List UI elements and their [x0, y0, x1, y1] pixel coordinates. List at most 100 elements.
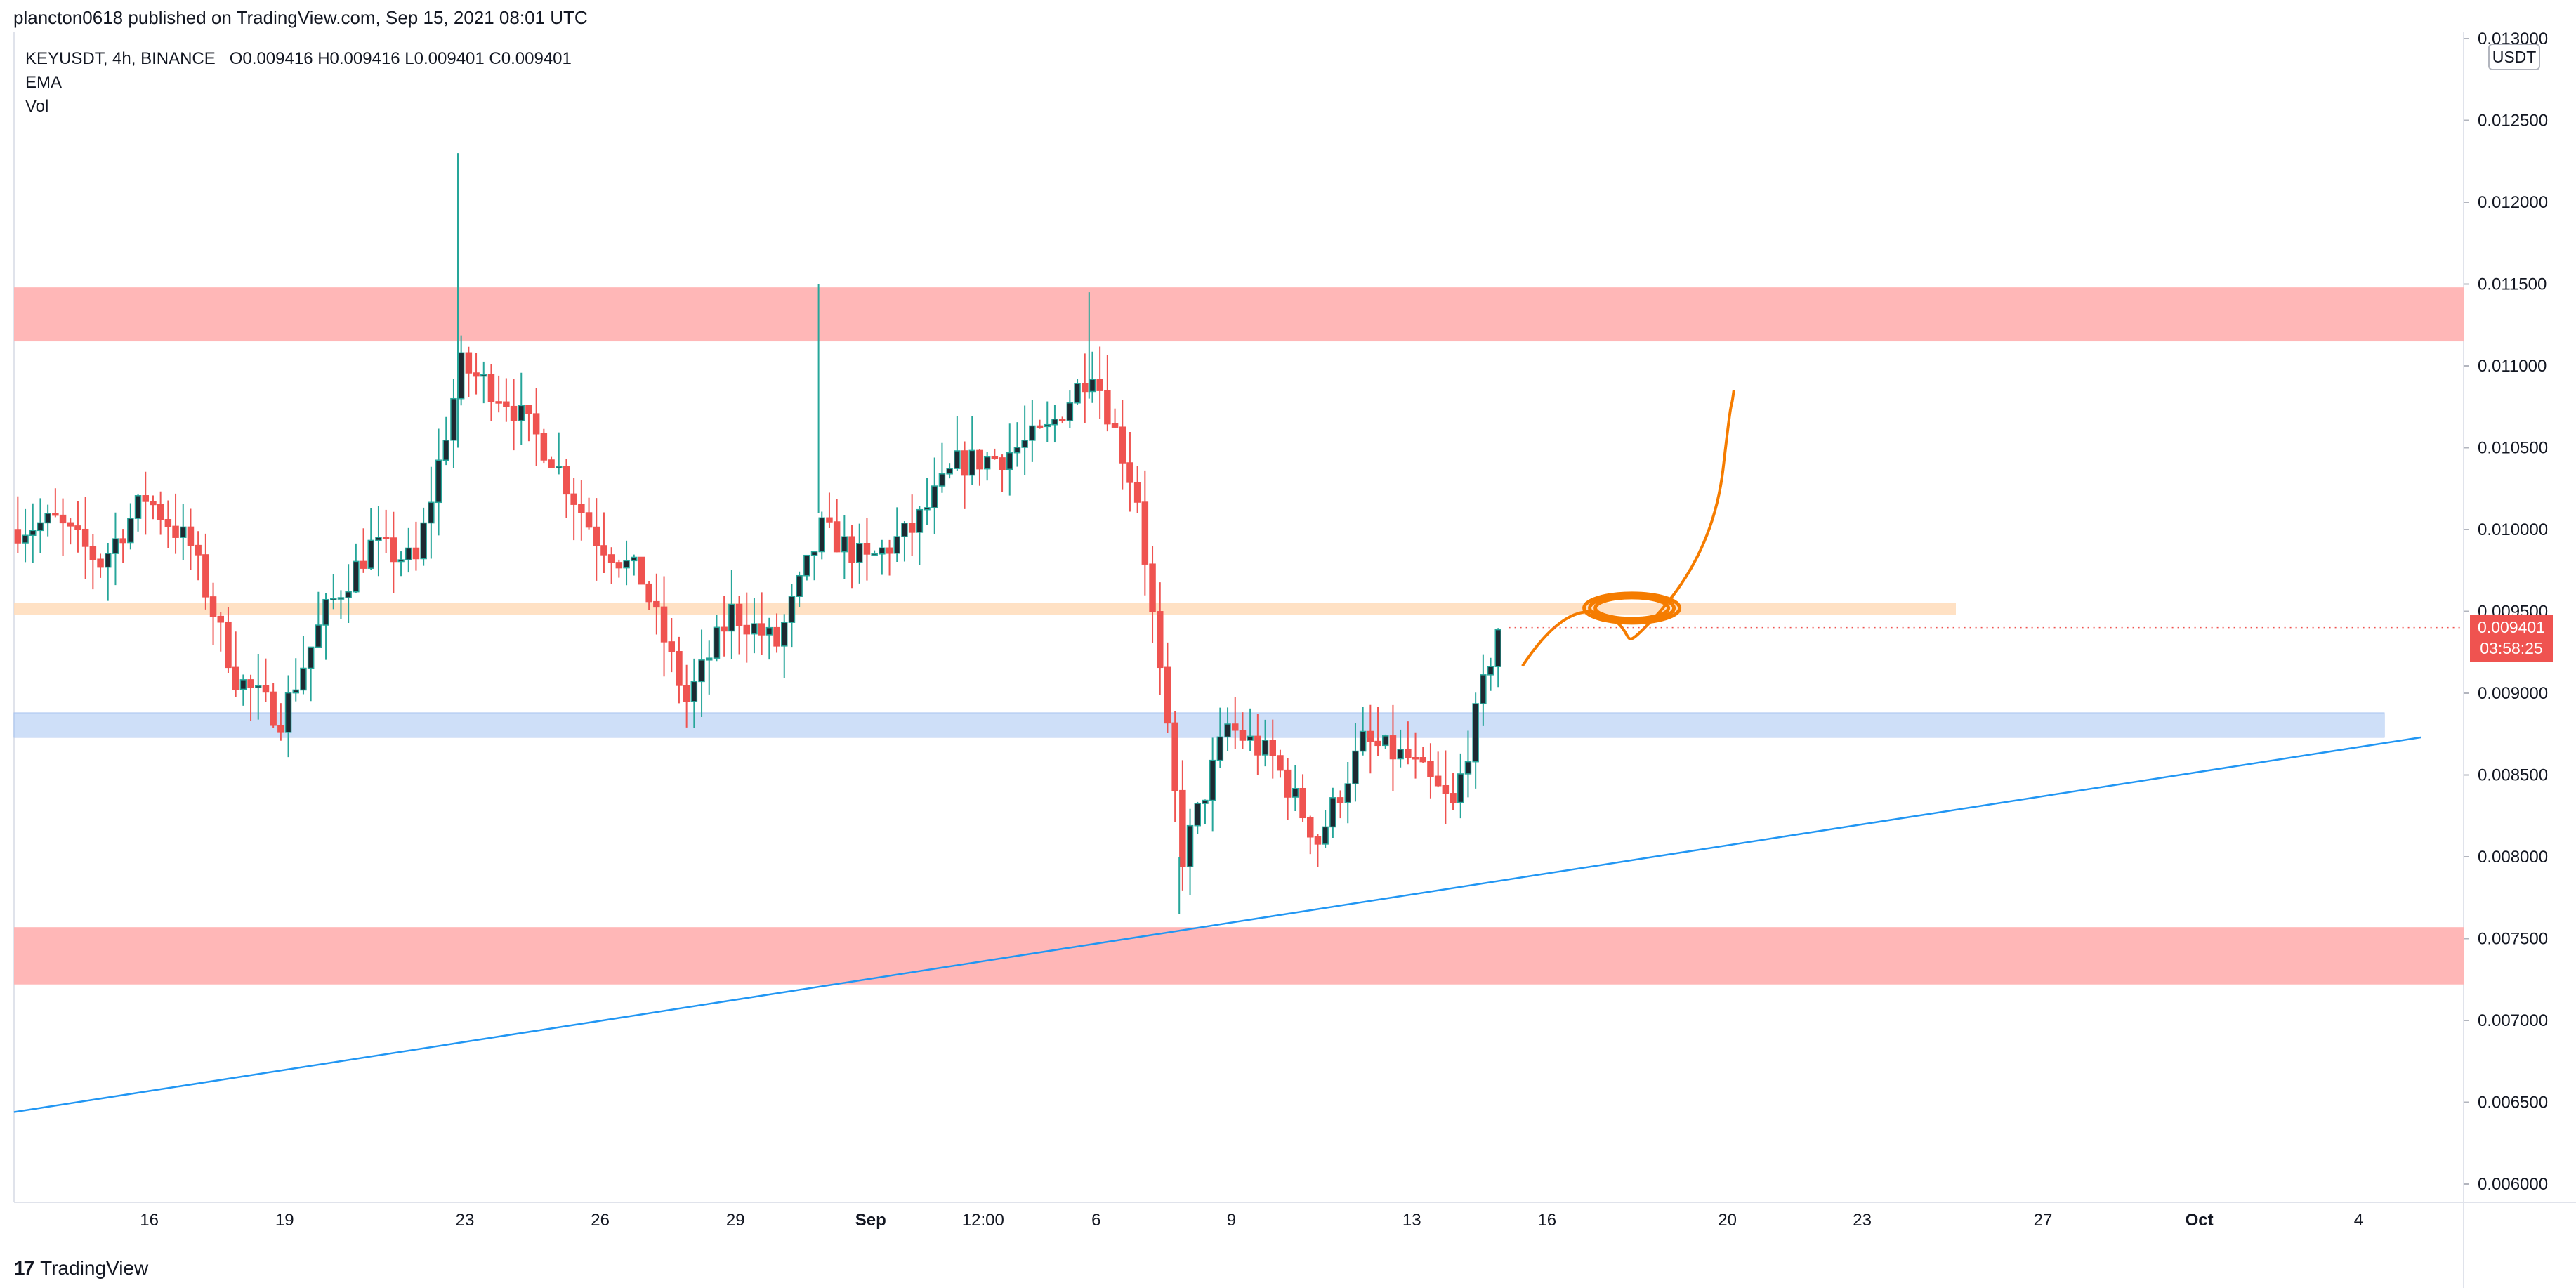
candle-body-57[interactable]: [442, 440, 449, 461]
candle-body-125[interactable]: [954, 450, 961, 469]
candle-body-13[interactable]: [112, 538, 119, 554]
candle-body-16[interactable]: [134, 495, 142, 519]
candle-body-60[interactable]: [465, 352, 473, 374]
candle-body-166[interactable]: [1261, 740, 1269, 756]
candle-body-178[interactable]: [1352, 750, 1359, 784]
candle-body-19[interactable]: [157, 504, 164, 520]
candle-body-76[interactable]: [585, 512, 593, 528]
candle-body-116[interactable]: [886, 547, 893, 554]
candle-body-95[interactable]: [728, 603, 735, 632]
candle-body-139[interactable]: [1058, 419, 1066, 421]
candle-body-82[interactable]: [631, 556, 638, 562]
candle-body-172[interactable]: [1307, 817, 1314, 838]
candle-body-98[interactable]: [751, 623, 758, 635]
candle-body-15[interactable]: [127, 518, 134, 544]
candle-body-123[interactable]: [938, 473, 946, 487]
candle-body-72[interactable]: [556, 466, 563, 468]
candle-body-160[interactable]: [1216, 736, 1224, 761]
candle-body-153[interactable]: [1164, 666, 1171, 724]
candle-body-117[interactable]: [893, 536, 900, 554]
candle-body-173[interactable]: [1314, 836, 1322, 845]
candle-body-22[interactable]: [180, 526, 187, 538]
candle-body-2[interactable]: [29, 530, 37, 537]
candle-body-171[interactable]: [1299, 787, 1306, 819]
candle-body-11[interactable]: [97, 558, 104, 568]
candle-body-109[interactable]: [833, 521, 841, 553]
candle-body-176[interactable]: [1336, 797, 1344, 803]
candle-body-110[interactable]: [841, 536, 848, 553]
candle-body-128[interactable]: [976, 449, 983, 470]
candle-body-26[interactable]: [209, 596, 217, 617]
candle-body-65[interactable]: [503, 401, 510, 407]
zone-key_level-1[interactable]: [14, 603, 1956, 615]
candle-body-104[interactable]: [796, 574, 803, 597]
candle-body-190[interactable]: [1442, 784, 1450, 794]
candle-body-127[interactable]: [968, 449, 975, 476]
candle-body-45[interactable]: [353, 560, 360, 593]
candle-body-94[interactable]: [721, 626, 728, 632]
candle-body-1[interactable]: [22, 534, 29, 544]
candle-body-115[interactable]: [879, 547, 886, 555]
candle-body-85[interactable]: [653, 600, 660, 608]
candle-body-25[interactable]: [202, 554, 209, 598]
candle-body-151[interactable]: [1149, 563, 1156, 612]
legend-ema[interactable]: EMA: [25, 73, 63, 92]
candle-body-158[interactable]: [1202, 799, 1209, 804]
candle-body-44[interactable]: [345, 591, 352, 598]
candle-body-50[interactable]: [390, 537, 397, 563]
candle-body-175[interactable]: [1329, 797, 1336, 828]
candle-body-55[interactable]: [428, 501, 435, 524]
candle-body-93[interactable]: [713, 626, 721, 659]
candle-body-5[interactable]: [52, 513, 59, 516]
candle-body-105[interactable]: [803, 554, 810, 577]
candle-body-167[interactable]: [1269, 740, 1276, 756]
candle-body-163[interactable]: [1239, 730, 1247, 741]
candle-body-54[interactable]: [420, 522, 427, 560]
candle-body-47[interactable]: [367, 539, 374, 569]
candle-body-73[interactable]: [563, 466, 570, 495]
candle-body-80[interactable]: [615, 562, 623, 569]
candle-body-43[interactable]: [337, 597, 345, 600]
candle-body-31[interactable]: [247, 679, 254, 688]
candle-body-63[interactable]: [487, 374, 495, 402]
candle-body-36[interactable]: [284, 692, 292, 733]
candle-body-113[interactable]: [863, 542, 871, 555]
candle-body-131[interactable]: [999, 457, 1006, 471]
candle-body-118[interactable]: [901, 523, 908, 537]
candle-body-100[interactable]: [765, 626, 773, 636]
tradingview-logo[interactable]: 17 TradingView: [14, 1257, 148, 1280]
candle-body-122[interactable]: [931, 485, 938, 508]
candle-body-20[interactable]: [164, 519, 172, 527]
target-circle-2[interactable]: [1593, 596, 1671, 621]
zone-resistance-0[interactable]: [14, 287, 2464, 342]
candle-body-157[interactable]: [1194, 803, 1201, 827]
candle-body-108[interactable]: [826, 517, 833, 523]
candle-body-183[interactable]: [1389, 735, 1397, 760]
candle-body-34[interactable]: [270, 691, 277, 726]
candle-body-67[interactable]: [518, 405, 525, 421]
candle-body-134[interactable]: [1021, 440, 1028, 448]
candle-body-77[interactable]: [593, 526, 600, 546]
candle-body-164[interactable]: [1247, 735, 1254, 741]
candle-body-148[interactable]: [1126, 462, 1133, 483]
candle-body-17[interactable]: [142, 495, 149, 502]
candle-body-97[interactable]: [743, 624, 750, 635]
candle-body-9[interactable]: [81, 528, 89, 547]
candle-body-174[interactable]: [1322, 826, 1329, 845]
target-circle-1[interactable]: [1588, 593, 1676, 623]
target-circle-0[interactable]: [1582, 591, 1682, 625]
candle-body-130[interactable]: [991, 456, 999, 459]
candle-body-136[interactable]: [1036, 425, 1044, 428]
candle-body-194[interactable]: [1472, 703, 1479, 763]
candle-body-41[interactable]: [322, 598, 329, 626]
candle-body-40[interactable]: [315, 624, 322, 648]
candle-body-62[interactable]: [480, 374, 487, 377]
candle-body-46[interactable]: [360, 560, 367, 569]
candle-body-165[interactable]: [1254, 735, 1261, 756]
candle-body-90[interactable]: [690, 681, 698, 702]
candle-body-7[interactable]: [67, 522, 74, 527]
candle-body-32[interactable]: [255, 685, 262, 688]
candle-body-3[interactable]: [37, 522, 44, 532]
candle-body-140[interactable]: [1066, 402, 1074, 421]
